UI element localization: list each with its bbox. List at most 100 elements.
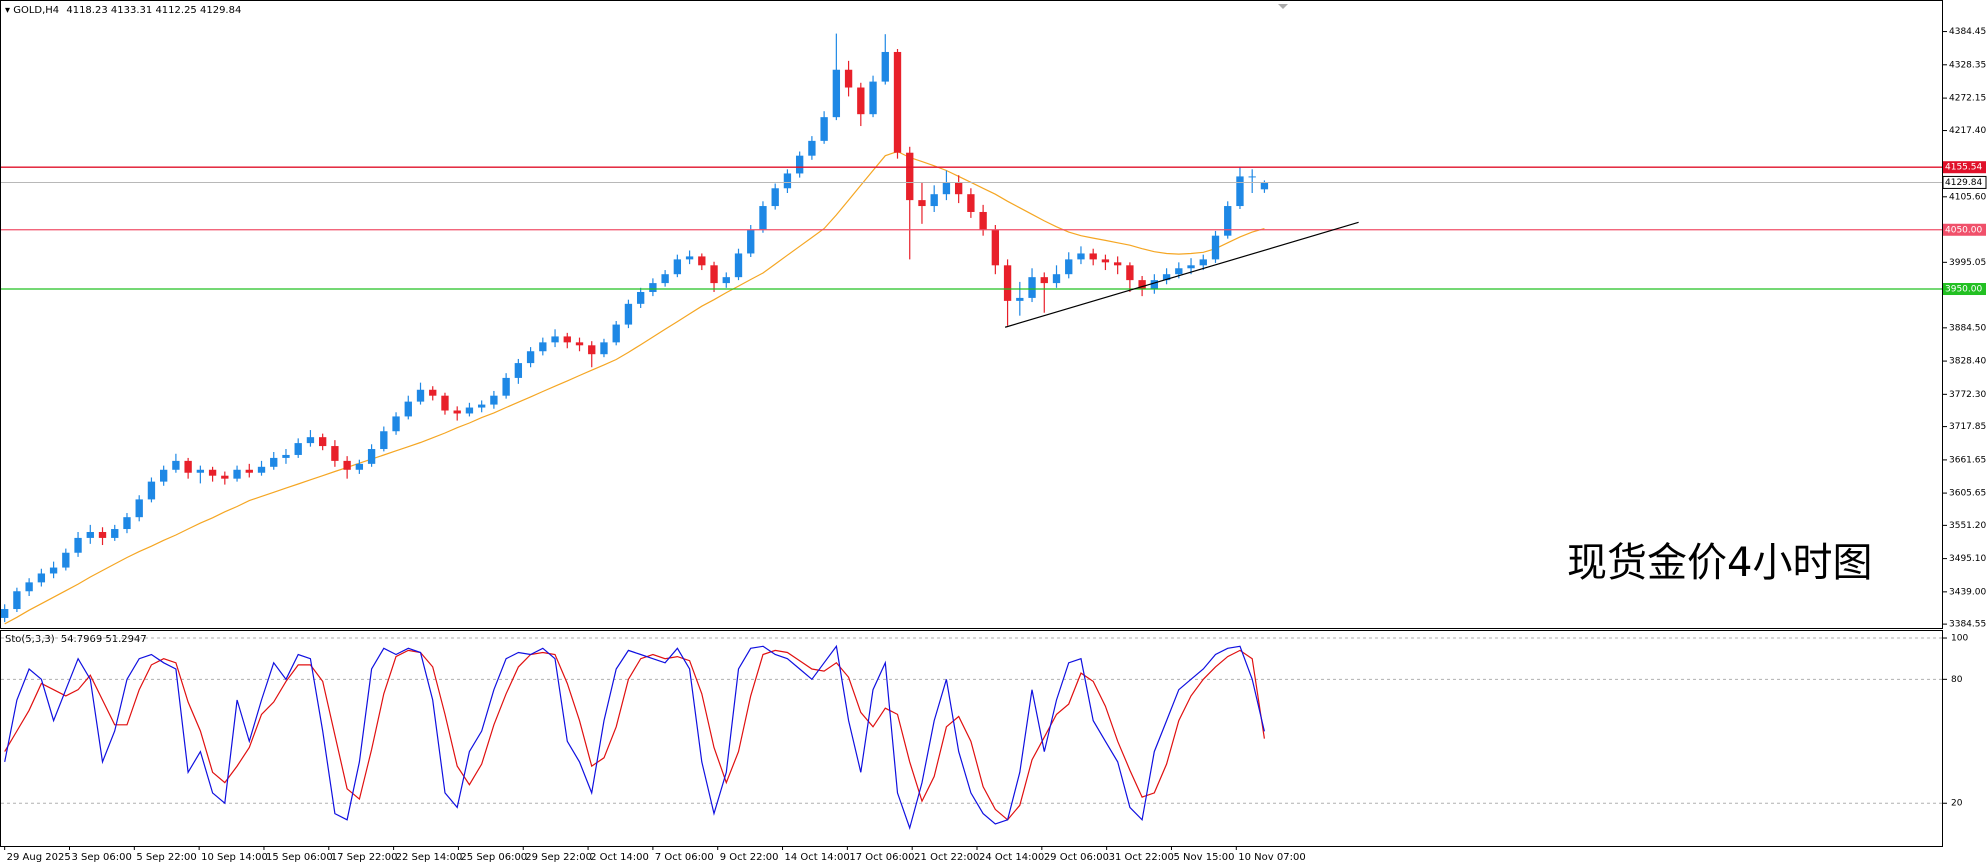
oscillator-header: Sto(5,3,3) 54.7969 51.2947 (5, 634, 147, 645)
y-tick-label: 3384.55 (1949, 620, 1986, 630)
y-tick-label: 3884.50 (1949, 323, 1986, 333)
d-value: 51.2947 (105, 634, 146, 645)
level-label: 4155.54 (1945, 163, 1982, 173)
candle-body (649, 283, 657, 292)
x-tick-label: 2 Oct 14:00 (590, 852, 649, 863)
oscillator-line (4, 649, 1265, 821)
candle-body (747, 229, 755, 254)
candle-body (1016, 297, 1024, 301)
y-tick-label: 80 (1951, 675, 1963, 685)
candle-body (1236, 176, 1244, 207)
trendline (1004, 221, 1359, 328)
y-tick-label: 4328.35 (1949, 60, 1986, 70)
x-tick-label: 17 Sep 22:00 (331, 852, 398, 863)
x-tick-label: 21 Oct 22:00 (914, 852, 979, 863)
candle-body (282, 454, 290, 458)
y-tick-label: 3828.40 (1949, 357, 1986, 367)
x-tick-label: 7 Oct 06:00 (655, 852, 714, 863)
candle-body (392, 416, 400, 432)
candle-body (844, 69, 853, 88)
candle-body (367, 449, 376, 464)
x-tick-label: 22 Sep 14:00 (396, 852, 463, 863)
candle-body (930, 194, 938, 207)
candle-body (881, 51, 889, 82)
candle-body (1065, 259, 1073, 275)
candle-body (808, 140, 816, 156)
candle-body (245, 469, 253, 473)
y-tick-label: 4384.45 (1949, 27, 1986, 37)
candle-body (832, 69, 841, 118)
candle-body (465, 407, 474, 414)
y-tick-label: 4272.15 (1949, 94, 1986, 104)
candle-body (673, 259, 682, 275)
candle-body (1028, 277, 1036, 298)
candle-body (575, 342, 584, 346)
candle-body (563, 336, 571, 343)
y-tick-label: 3605.65 (1949, 489, 1986, 499)
candle-body (441, 395, 449, 411)
candle-body (490, 395, 498, 405)
oscillator-panel (0, 630, 1943, 847)
candle-body (551, 336, 559, 343)
y-tick-label: 4217.40 (1949, 126, 1986, 136)
candle-body (1162, 274, 1171, 281)
indicator-name: Sto(5,3,3) (5, 634, 55, 645)
y-tick-label: 3661.65 (1949, 455, 1986, 465)
candle-body (37, 573, 46, 583)
candle-body (184, 460, 192, 473)
candle-body (416, 389, 425, 402)
candle-body (147, 481, 156, 500)
candle-body (159, 469, 168, 482)
price-label-box (1942, 175, 1987, 189)
shift-marker (1278, 4, 1288, 9)
annotation: 现货金价4小时图 (1567, 540, 1872, 586)
candle-body (74, 537, 82, 553)
candle-body (588, 345, 596, 355)
x-tick-label: 31 Oct 22:00 (1109, 852, 1174, 863)
candle-body (636, 291, 645, 304)
menu-arrow: ▾ (5, 5, 13, 16)
candle-body (967, 194, 975, 212)
candle-body (306, 437, 315, 444)
candle-body (1199, 259, 1207, 266)
candle-body (1260, 182, 1269, 190)
candle-body (502, 377, 510, 396)
candle-body (600, 342, 608, 355)
candle-body (98, 531, 107, 538)
candle-body (710, 265, 718, 284)
level-label-box (1943, 283, 1986, 296)
candle-body (857, 87, 865, 115)
candle-body (343, 460, 351, 470)
high: 4133.31 (111, 5, 152, 16)
candle-body (49, 567, 58, 574)
x-tick-label: 10 Sep 14:00 (201, 852, 268, 863)
candle-body (1052, 274, 1061, 284)
candle-body (1, 609, 9, 618)
x-tick-label: 17 Oct 06:00 (849, 852, 914, 863)
candle-body (1175, 268, 1183, 275)
candle-body (331, 446, 339, 461)
candle-body (661, 274, 669, 284)
candle-body (135, 499, 143, 518)
candle-body (612, 324, 620, 343)
candle-body (869, 81, 877, 115)
candle-body (233, 469, 241, 479)
x-tick-label: 29 Oct 06:00 (1044, 852, 1109, 863)
candle-body (979, 211, 987, 230)
candle-body (1126, 265, 1134, 281)
candle-body (1211, 235, 1220, 260)
candle-body (1248, 176, 1256, 178)
candle-body (1089, 253, 1097, 260)
oscillator-line (4, 644, 1265, 831)
candle-body (453, 410, 461, 414)
candle-body (783, 173, 792, 189)
candle-body (734, 253, 743, 278)
close: 4129.84 (200, 5, 241, 16)
candle-body (942, 182, 951, 195)
candle-body (196, 469, 205, 473)
x-tick-label: 25 Sep 06:00 (460, 852, 527, 863)
candle-body (1150, 280, 1159, 290)
y-tick-label: 100 (1951, 634, 1968, 644)
candle-body (429, 389, 437, 396)
